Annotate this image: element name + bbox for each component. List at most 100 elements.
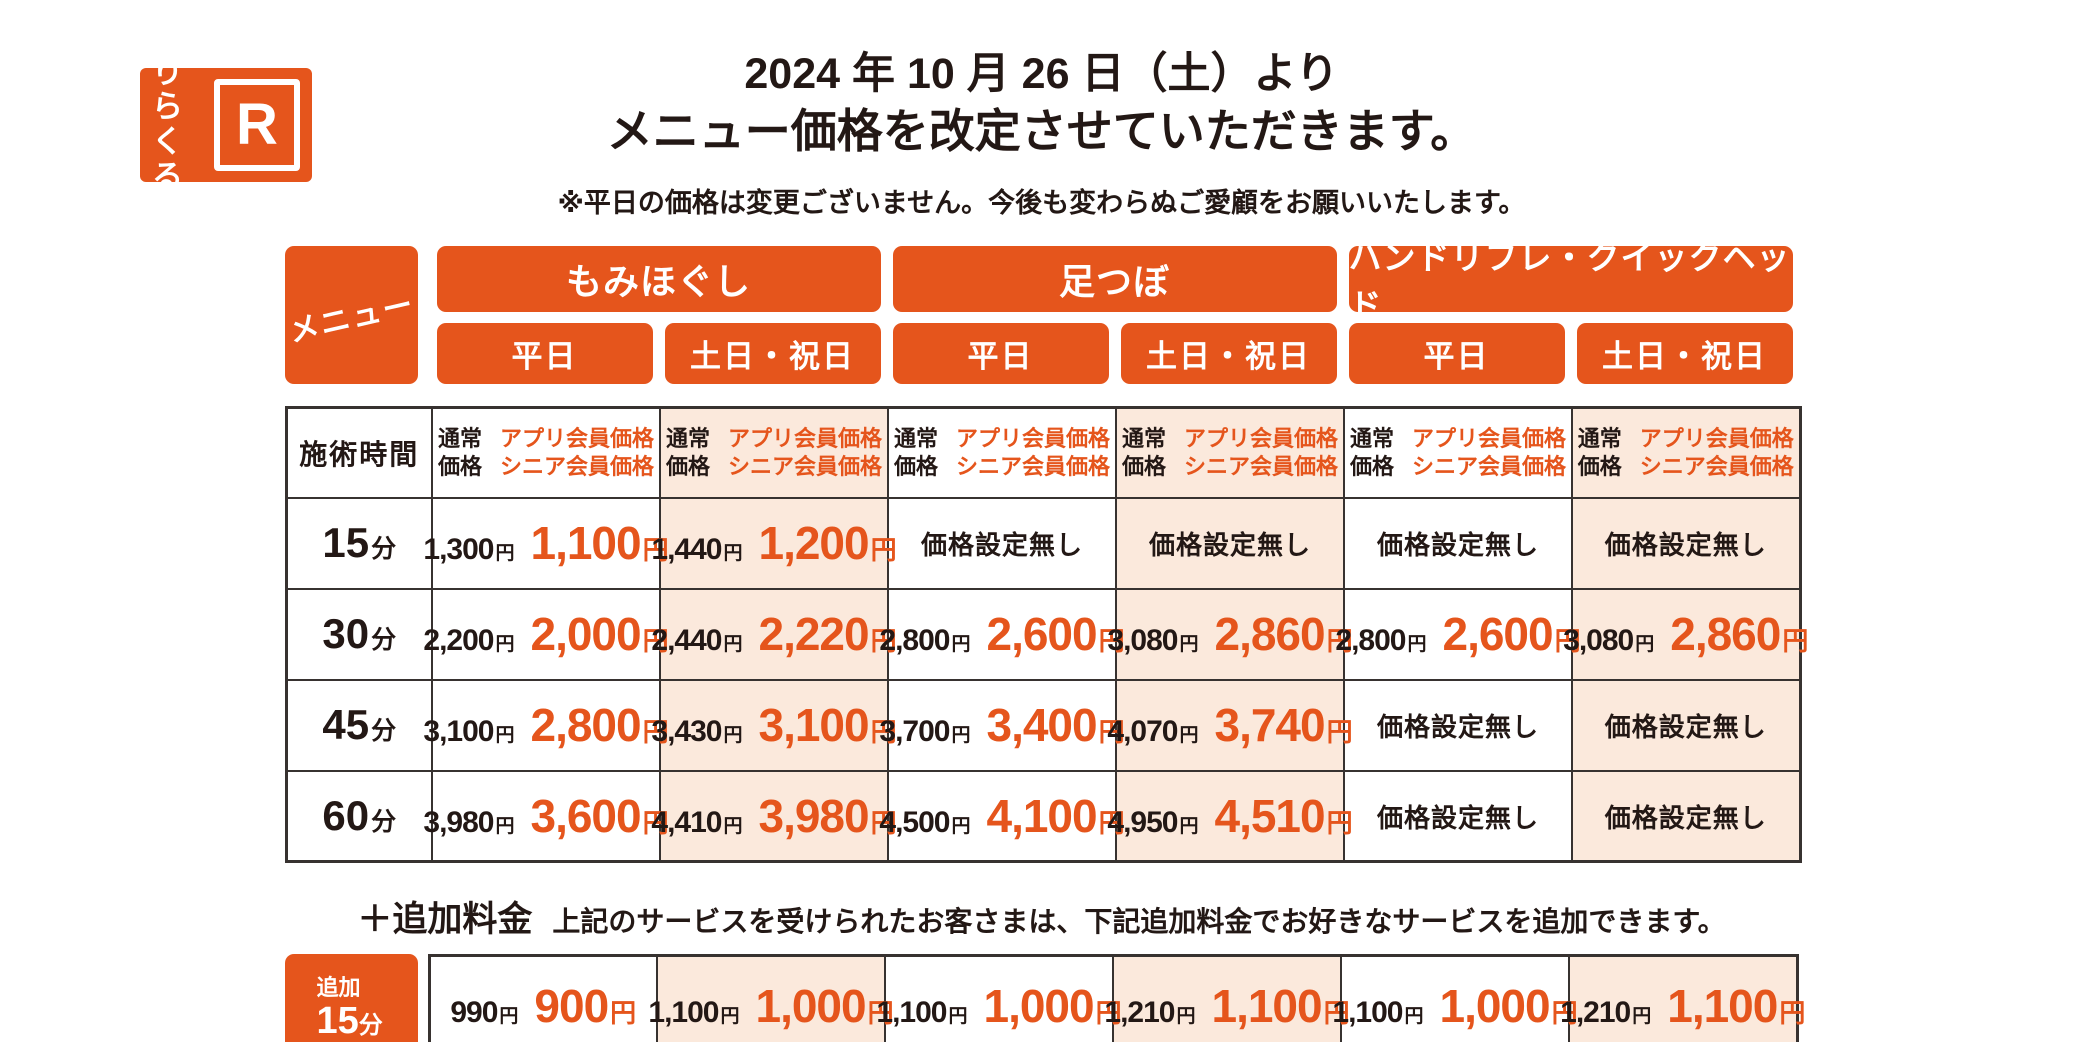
- member-price: 3,400: [986, 699, 1097, 752]
- yen-label: 円: [642, 626, 669, 657]
- member-price: 3,100: [758, 699, 869, 752]
- yen-label: 円: [1179, 725, 1199, 747]
- price-type-header: 通常 価格 アプリ会員価格 シニア会員価格: [431, 406, 661, 499]
- no-price-cell: 価格設定無し: [1343, 496, 1573, 590]
- member-price: 2,600: [1442, 608, 1553, 661]
- normal-price-label: 通常 価格: [893, 425, 938, 480]
- normal-price: 2,800: [1335, 624, 1406, 658]
- normal-price: 3,080: [1107, 624, 1178, 658]
- yen-label: 円: [870, 535, 897, 566]
- logo-r-mark: R: [214, 79, 300, 171]
- price-cell: 990 円 900 円: [428, 954, 658, 1042]
- price-cell: 3,080 円 2,860 円: [1107, 587, 1353, 681]
- price-cell: 4,950 円 4,510 円: [1107, 769, 1353, 863]
- price-cell: 3,080 円 2,860 円: [1563, 587, 1808, 681]
- price-cell: 1,300 円 1,100 円: [423, 496, 669, 590]
- normal-price-label: 通常 価格: [1121, 425, 1166, 480]
- addon-section-title: ＋追加料金 上記のサービスを受けられたお客さまは、下記追加料金でお好きなサービス…: [285, 891, 1799, 942]
- menu-label: メニュー: [285, 288, 418, 350]
- yen-label: 円: [867, 997, 894, 1028]
- price-cell: 2,800 円 2,600 円: [1335, 587, 1581, 681]
- page-title: 2024 年 10 月 26 日（土）より メニュー価格を改定させていただきます…: [285, 50, 1799, 157]
- table-row-60min: 60分 3,980 円 3,600 円 4,410 円 3,980 円 4,500 円 4,10…: [285, 769, 1801, 863]
- yen-label: 円: [1407, 634, 1427, 656]
- normal-price-label: 通常 価格: [437, 425, 482, 480]
- yen-label: 円: [723, 634, 743, 656]
- member-price: 1,100: [530, 517, 641, 570]
- member-price-label: アプリ会員価格 シニア会員価格: [1184, 425, 1339, 480]
- no-price-cell: 価格設定無し: [1115, 496, 1345, 590]
- yen-label: 円: [495, 725, 515, 747]
- category-header-hand-refle-quick-head: ハンドリフレ・クイックヘッド: [1348, 239, 1793, 325]
- member-price-label: アプリ会員価格 シニア会員価格: [1639, 425, 1794, 480]
- price-cell: 1,210 円 1,100 円: [1560, 954, 1805, 1042]
- yen-label: 円: [870, 808, 897, 839]
- normal-price: 3,080: [1563, 624, 1634, 658]
- member-price: 1,000: [1439, 979, 1550, 1032]
- yen-label: 円: [495, 543, 515, 565]
- yen-label: 円: [1554, 626, 1581, 657]
- price-cell: 3,430 円 3,100 円: [651, 678, 897, 772]
- table-row-45min: 45分 3,100 円 2,800 円 3,430 円 3,100 円 3,700 円 3,40…: [285, 678, 1801, 772]
- normal-price: 3,100: [423, 715, 494, 749]
- price-type-header: 通常 価格 アプリ会員価格 シニア会員価格: [1115, 406, 1345, 499]
- normal-price: 2,440: [651, 624, 722, 658]
- member-price-label: アプリ会員価格 シニア会員価格: [1412, 425, 1567, 480]
- day-header-momihogushi-weekend: 土日・祝日: [664, 323, 881, 385]
- member-price: 1,000: [983, 979, 1094, 1032]
- yen-label: 円: [951, 816, 971, 838]
- yen-label: 円: [948, 1005, 968, 1027]
- normal-price: 2,800: [879, 624, 950, 658]
- time-cell: 60分: [285, 769, 433, 863]
- no-price-cell: 価格設定無し: [1571, 678, 1801, 772]
- no-price-label: 価格設定無し: [1376, 802, 1539, 833]
- day-header-ashitsubo-weekend: 土日・祝日: [1120, 323, 1337, 385]
- rirakuru-logo: りら くる R: [140, 55, 312, 194]
- addon-heading: ＋追加料金: [357, 900, 533, 940]
- normal-price: 3,980: [423, 806, 494, 840]
- normal-price: 990: [450, 995, 498, 1029]
- normal-price: 1,210: [1560, 995, 1631, 1029]
- price-table: 施術時間 通常 価格 アプリ会員価格 シニア会員価格 通常 価格 アプリ会員価格 シニア…: [284, 406, 1808, 864]
- day-header-hand-weekday: 平日: [1348, 323, 1565, 385]
- menu-corner-cell: メニュー: [284, 246, 418, 385]
- member-price: 2,860: [1214, 608, 1325, 661]
- yen-label: 円: [499, 1005, 519, 1027]
- yen-label: 円: [610, 997, 637, 1028]
- member-price: 2,860: [1670, 608, 1781, 661]
- yen-label: 円: [1551, 997, 1578, 1028]
- member-price: 1,100: [1211, 979, 1322, 1032]
- time-cell: 45分: [285, 678, 433, 772]
- no-price-label: 価格設定無し: [920, 529, 1083, 560]
- table-row-15min: 15分 1,300 円 1,100 円 1,440 円 1,200 円 価格設定無し 価格設…: [285, 496, 1801, 590]
- yen-label: 円: [1404, 1005, 1424, 1027]
- logo-r-letter: R: [236, 92, 278, 157]
- price-cell: 2,200 円 2,000 円: [423, 587, 669, 681]
- time-cell: 30分: [285, 587, 433, 681]
- member-price: 2,600: [986, 608, 1097, 661]
- category-header-momihogushi: もみほぐし: [436, 246, 881, 313]
- normal-price: 4,500: [879, 806, 950, 840]
- price-table-header-row: 施術時間 通常 価格 アプリ会員価格 シニア会員価格 通常 価格 アプリ会員価格 シニア…: [285, 406, 1801, 499]
- yen-label: 円: [642, 535, 669, 566]
- yen-label: 円: [1326, 626, 1353, 657]
- logo-kana-top: りら: [152, 54, 184, 125]
- yen-label: 円: [870, 717, 897, 748]
- category-header-ashitsubo: 足つぼ: [892, 246, 1337, 313]
- yen-label: 円: [1326, 717, 1353, 748]
- normal-price-label: 通常 価格: [665, 425, 710, 480]
- yen-label: 円: [642, 717, 669, 748]
- price-cell: 1,440 円 1,200 円: [651, 496, 897, 590]
- price-cell: 1,100 円 1,000 円: [876, 954, 1122, 1042]
- logo-kana: りら くる: [152, 55, 206, 194]
- price-type-header: 通常 価格 アプリ会員価格 シニア会員価格: [1343, 406, 1573, 499]
- day-header-hand-weekend: 土日・祝日: [1576, 323, 1793, 385]
- member-price: 900: [534, 979, 609, 1032]
- table-row-30min: 30分 2,200 円 2,000 円 2,440 円 2,220 円 2,800 円 2,60…: [285, 587, 1808, 681]
- no-price-label: 価格設定無し: [1604, 529, 1767, 560]
- normal-price-label: 通常 価格: [1349, 425, 1394, 480]
- price-cell: 2,800 円 2,600 円: [879, 587, 1125, 681]
- yen-label: 円: [1179, 816, 1199, 838]
- price-cell: 4,070 円 3,740 円: [1107, 678, 1353, 772]
